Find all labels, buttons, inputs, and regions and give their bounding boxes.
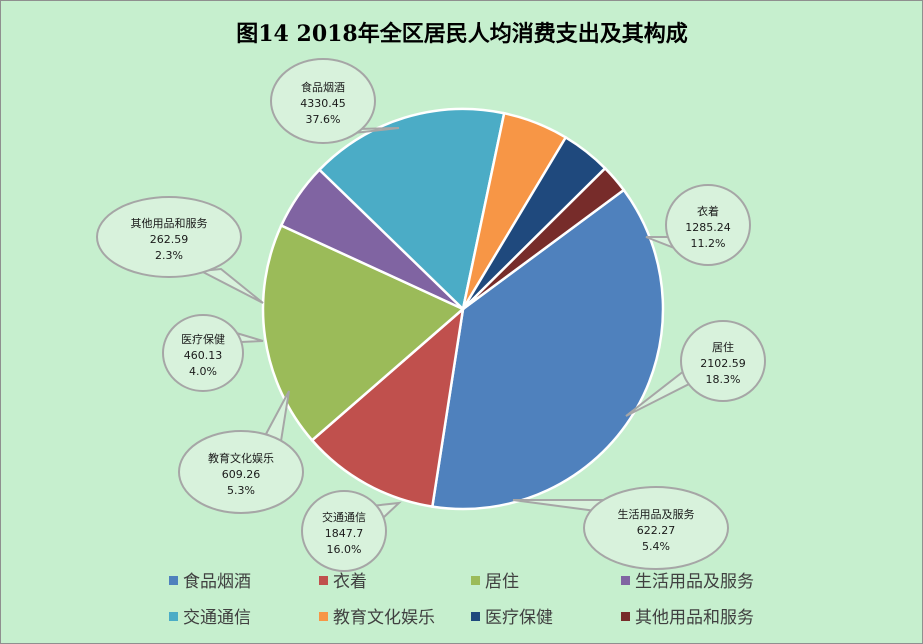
legend-label-7: 其他用品和服务: [635, 608, 754, 628]
data-label-value-4: 1847.7: [325, 527, 364, 540]
data-label-name-5: 教育文化娱乐: [208, 451, 274, 465]
legend-item-0: 食品烟酒: [169, 572, 251, 592]
data-label-name-3: 生活用品及服务: [618, 507, 695, 521]
legend-item-6: 医疗保健: [471, 608, 553, 628]
pie-slice-2: [261, 223, 466, 443]
legend-swatch-7: [621, 612, 630, 621]
legend-item-2: 居住: [471, 572, 519, 592]
legend-label-5: 教育文化娱乐: [333, 608, 435, 628]
legend-swatch-5: [319, 612, 328, 621]
data-label-7: 其他用品和服务 262.59 2.3%: [96, 196, 264, 304]
data-label-percent-0: 37.6%: [306, 113, 341, 126]
data-label-percent-3: 5.4%: [642, 540, 670, 553]
data-label-3: 生活用品及服务 622.27 5.4%: [512, 486, 729, 570]
data-label-value-1: 1285.24: [685, 221, 731, 234]
pie-slices: [261, 107, 665, 511]
legend-item-1: 衣着: [319, 572, 367, 592]
data-label-value-6: 460.13: [184, 349, 223, 362]
data-label-percent-7: 2.3%: [155, 249, 183, 262]
legend-swatch-1: [319, 576, 328, 585]
data-label-percent-5: 5.3%: [227, 484, 255, 497]
legend-label-3: 生活用品及服务: [635, 572, 754, 592]
legend-item-7: 其他用品和服务: [621, 608, 754, 628]
legend-swatch-3: [621, 576, 630, 585]
legend-item-3: 生活用品及服务: [621, 572, 754, 592]
legend-swatch-0: [169, 576, 178, 585]
data-label-1: 衣着 1285.24 11.2%: [645, 184, 751, 266]
chart-title: 图14 2018年全区居民人均消费支出及其构成: [236, 21, 688, 47]
data-label-value-3: 622.27: [637, 524, 676, 537]
data-label-0: 食品烟酒 4330.45 37.6%: [270, 58, 400, 144]
pie-slice-4: [317, 107, 506, 312]
data-label-name-0: 食品烟酒: [301, 80, 345, 94]
legend-swatch-6: [471, 612, 480, 621]
data-label-value-5: 609.26: [222, 468, 261, 481]
data-label-value-2: 2102.59: [700, 357, 746, 370]
legend-swatch-4: [169, 612, 178, 621]
legend-label-6: 医疗保健: [485, 608, 553, 628]
data-label-value-0: 4330.45: [300, 97, 346, 110]
pie-slice-7: [462, 166, 626, 311]
data-label-5: 教育文化娱乐 609.26 5.3%: [178, 390, 304, 514]
legend-item-4: 交通通信: [169, 608, 251, 628]
data-labels: 食品烟酒 4330.45 37.6% 衣着 1285.24 11.2% 居住 2102.59 1…: [96, 58, 766, 572]
data-label-name-7: 其他用品和服务: [131, 217, 208, 230]
data-label-name-2: 居住: [712, 340, 734, 354]
data-label-6: 医疗保健 460.13 4.0%: [162, 314, 264, 392]
legend-label-0: 食品烟酒: [183, 572, 251, 592]
legend-label-4: 交通通信: [183, 608, 251, 628]
data-label-4: 交通通信 1847.7 16.0%: [301, 490, 402, 572]
legend-label-2: 居住: [485, 572, 519, 592]
legend-swatch-2: [471, 576, 480, 585]
data-label-percent-1: 11.2%: [691, 237, 726, 250]
data-label-name-1: 衣着: [697, 204, 719, 218]
data-label-name-6: 医疗保健: [181, 332, 225, 346]
data-label-percent-2: 18.3%: [706, 373, 741, 386]
data-label-percent-4: 16.0%: [327, 543, 362, 556]
data-label-percent-6: 4.0%: [189, 365, 217, 378]
data-label-name-4: 交通通信: [322, 510, 366, 524]
data-label-2: 居住 2102.59 18.3%: [625, 320, 766, 417]
legend-item-5: 教育文化娱乐: [319, 608, 435, 628]
legend-label-1: 衣着: [333, 572, 367, 592]
data-label-value-7: 262.59: [150, 233, 189, 246]
pie-slice-1: [310, 305, 465, 509]
